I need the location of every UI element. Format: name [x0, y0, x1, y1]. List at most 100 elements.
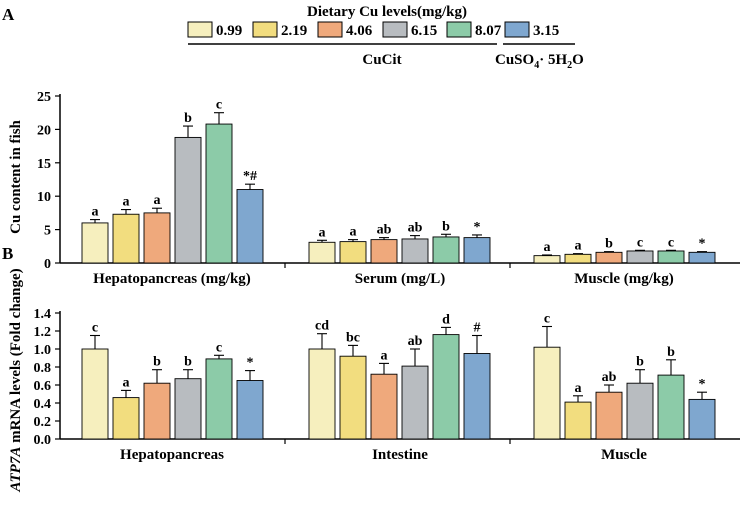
panel-a-bar-g1-s4 — [432, 236, 460, 264]
panel-a-ytick-label-5: 25 — [37, 90, 51, 105]
panel-a-sig-label-g2-s5: * — [699, 237, 706, 252]
panel-a-bar-g0-s4 — [205, 123, 233, 264]
panel-b-sig-label-g0-s2: b — [153, 355, 161, 370]
panel-a-sig-label-g0-s4: c — [216, 98, 222, 113]
panel-a-bar-g0-s3 — [174, 136, 202, 264]
panel-b-bar-g0-s3 — [174, 378, 202, 440]
panel-a-bar-g2-s2 — [595, 251, 623, 264]
panel-a-bar-g2-s4 — [657, 250, 685, 264]
panel-b-chart: ATP7A mRNA levels (Fold change) 0.0 0.2 0.… — [8, 268, 740, 493]
panel-b-sig-label-g1-s1: bc — [346, 330, 360, 345]
panel-b-sig-label-g2-s5: * — [699, 377, 706, 392]
panel-b-category-label-2: Muscle — [601, 447, 647, 463]
panel-a-bar-g1-s0 — [308, 241, 336, 264]
panel-a-sig-label-g0-s2: a — [154, 193, 161, 208]
panel-b-bar-g2-s5 — [688, 398, 716, 440]
panel-b-ytick-label-2: 0.4 — [34, 397, 52, 412]
panel-a-sig-label-g1-s2: ab — [377, 223, 392, 238]
legend-swatch-1 — [252, 21, 278, 38]
panel-a-sig-label-g2-s2: b — [605, 237, 613, 252]
panel-b-ytick-label-3: 0.6 — [34, 379, 52, 394]
panel-b-ytick-label-1: 0.2 — [34, 415, 52, 430]
panel-b-sig-label-g2-s4: b — [667, 345, 675, 360]
panel-b-ytick-label-5: 1.0 — [34, 343, 52, 358]
panel-a-ytick-label-3: 15 — [37, 157, 51, 172]
panel-a-ylabel: Cu content in fish — [8, 119, 24, 233]
panel-a-bar-g2-s0 — [533, 255, 561, 264]
panel-a-bar-g0-s0 — [81, 222, 109, 264]
panel-a-bar-g0-s5 — [236, 189, 264, 264]
panel-a-bar-g2-s3 — [626, 250, 654, 264]
panel-b-sig-label-g0-s5: * — [247, 356, 254, 371]
panel-a-sig-label-g0-s5: *# — [243, 169, 257, 184]
panel-b-ytick-label-0: 0.0 — [34, 433, 52, 448]
legend-swatch-5 — [504, 21, 530, 38]
panel-b-bar-g1-s4 — [432, 334, 460, 440]
legend-swatch-4 — [446, 21, 472, 38]
legend-label-4: 8.07 — [475, 23, 502, 39]
panel-a-sig-label-g1-s4: b — [442, 219, 450, 234]
panel-a-bar-g1-s5 — [463, 237, 491, 264]
panel-b-sig-label-g2-s1: a — [575, 381, 582, 396]
panel-b-ytick-label-7: 1.4 — [34, 307, 52, 322]
legend-label-3: 6.15 — [411, 23, 437, 39]
panel-b-ytick-label-6: 1.2 — [34, 325, 52, 340]
panel-b-bar-g2-s0 — [533, 346, 561, 440]
panel-b-category-label-1: Intestine — [372, 447, 428, 463]
panel-b-bar-g0-s4 — [205, 358, 233, 440]
panel-b-bar-g0-s5 — [236, 380, 264, 440]
legend-label-5: 3.15 — [533, 23, 559, 39]
panel-b-sig-label-g0-s4: c — [216, 340, 222, 355]
panel-a-bar-g0-s1 — [112, 213, 140, 264]
legend-title: Dietary Cu levels(mg/kg) — [307, 4, 467, 20]
legend-label-2: 4.06 — [346, 23, 373, 39]
panel-a-category-label-0: Hepatopancreas (mg/kg) — [93, 271, 251, 287]
cuso4-group-label: CuSO4· 5H2O — [495, 52, 584, 71]
panel-a-category-label-1: Serum (mg/L) — [355, 271, 445, 287]
panel-a-sig-label-g2-s0: a — [544, 240, 551, 255]
panel-b-bar-g2-s1 — [564, 401, 592, 440]
panel-b-bar-g2-s2 — [595, 391, 623, 440]
panel-b-sig-label-g1-s4: d — [442, 312, 450, 327]
panel-b-sig-label-g0-s0: c — [92, 321, 98, 336]
panel-a-bar-g1-s2 — [370, 239, 398, 264]
legend-swatch-0 — [187, 21, 213, 38]
panel-b-bar-g1-s2 — [370, 373, 398, 440]
panel-b-bar-g0-s0 — [81, 348, 109, 440]
panel-a-ytick-label-0: 0 — [44, 257, 51, 272]
panel-a-sig-label-g1-s5: * — [474, 220, 481, 235]
panel-a-sig-label-g1-s0: a — [319, 225, 326, 240]
panel-b-sig-label-g1-s2: a — [381, 348, 388, 363]
legend-label-1: 2.19 — [281, 23, 307, 39]
panel-a-ytick-label-1: 5 — [44, 224, 51, 239]
cucit-group-label: CuCit — [362, 52, 401, 68]
panel-b-bar-g2-s4 — [657, 374, 685, 440]
panel-a-sig-label-g2-s4: c — [668, 235, 674, 250]
panel-b-bar-g1-s5 — [463, 353, 491, 440]
panel-a-bar-g0-s2 — [143, 212, 171, 264]
panel-b-sig-label-g0-s3: b — [184, 355, 192, 370]
panel-a-ytick-label-2: 10 — [37, 190, 51, 205]
panel-a-category-label-2: Muscle (mg/kg) — [574, 271, 674, 287]
panel-b-bar-g1-s3 — [401, 365, 429, 440]
panel-a-bar-g2-s1 — [564, 253, 592, 264]
panel-a-sig-label-g0-s3: b — [184, 111, 192, 126]
panel-b-sig-label-g2-s3: b — [636, 355, 644, 370]
panel-b-bar-g2-s3 — [626, 382, 654, 440]
panel-label-b: B — [2, 244, 13, 263]
panel-label-a: A — [2, 5, 15, 24]
panel-a-sig-label-g2-s3: c — [637, 235, 643, 250]
panel-a-ytick-label-4: 20 — [37, 123, 51, 138]
panel-b-sig-label-g0-s1: a — [123, 375, 130, 390]
panel-b-sig-label-g2-s0: c — [544, 312, 550, 327]
panel-b-sig-label-g1-s3: ab — [408, 334, 423, 349]
panel-b-sig-label-g1-s5: # — [474, 321, 481, 336]
legend-label-0: 0.99 — [216, 23, 242, 39]
panel-a-bar-g1-s3 — [401, 238, 429, 264]
panel-b-bar-g1-s1 — [339, 355, 367, 440]
panel-b-sig-label-g1-s0: cd — [315, 319, 329, 334]
legend-swatch-2 — [317, 21, 343, 38]
legend: Dietary Cu levels(mg/kg) 0.99 2.19 4.06 6.1… — [187, 4, 584, 71]
